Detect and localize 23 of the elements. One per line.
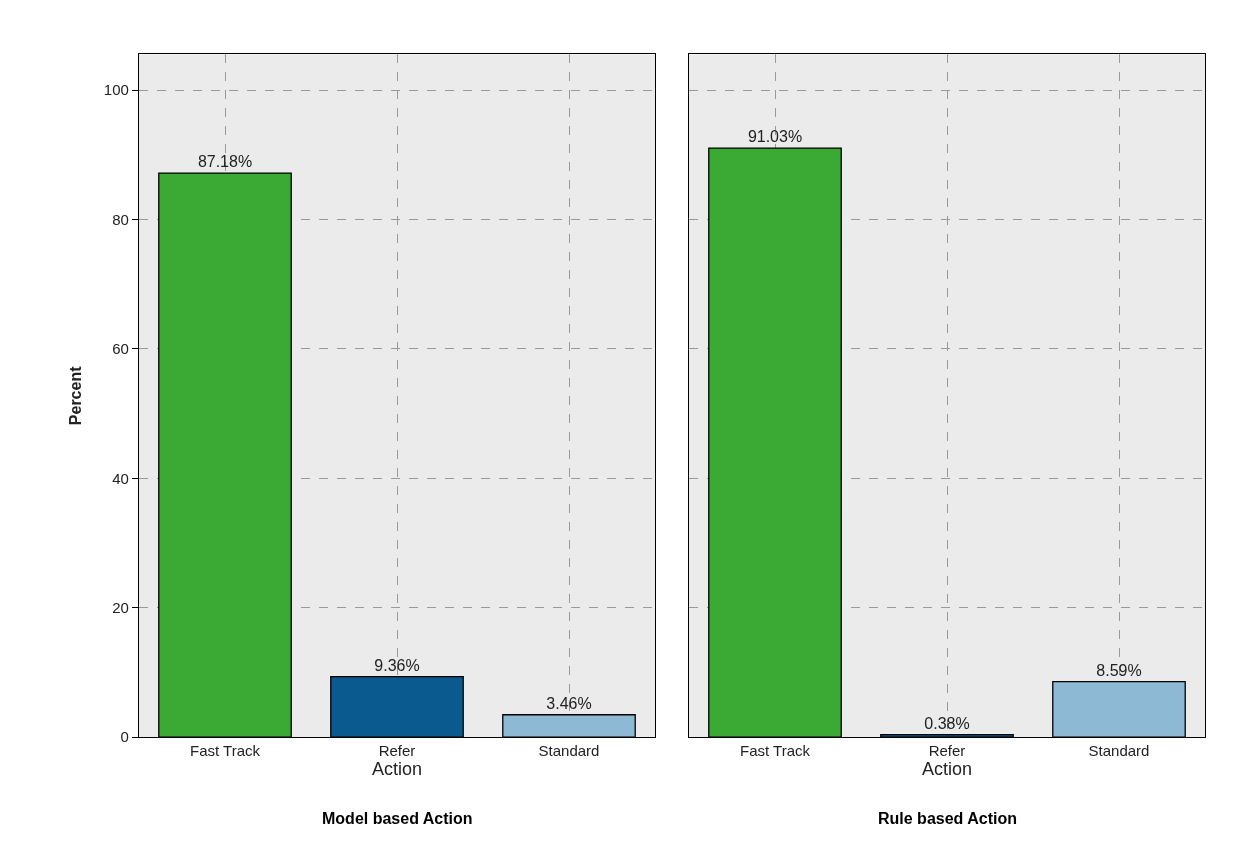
x-tick-label: Fast Track [189,742,261,760]
y-tick-label: 20 [112,598,129,616]
y-tick-label: 80 [112,210,129,228]
data-label: 8.59% [1096,661,1142,679]
x-tick-label: Fast Track [739,742,811,760]
text: Rule based Action [878,810,1017,827]
data-label: 91.03% [747,128,803,146]
y-tick-label: 0 [120,728,129,746]
x-tick-label: Refer [928,742,966,760]
y-tick-label: 60 [112,340,129,358]
y-tick-label: 100 [103,81,129,99]
y-axis-title: Percent [66,365,84,426]
x-tick-label: Refer [378,742,416,760]
x-tick-label: Standard [538,742,600,760]
x-tick-label: Standard [1088,742,1150,760]
x-axis-title: Action [371,759,423,780]
data-label: 9.36% [374,656,420,674]
x-axis-title: Action [921,759,973,780]
y-tick-label: 40 [112,469,129,487]
data-label: 0.38% [924,714,970,732]
data-label: 3.46% [546,694,592,712]
data-label: 87.18% [197,153,253,171]
text: Model based Action [322,810,473,827]
